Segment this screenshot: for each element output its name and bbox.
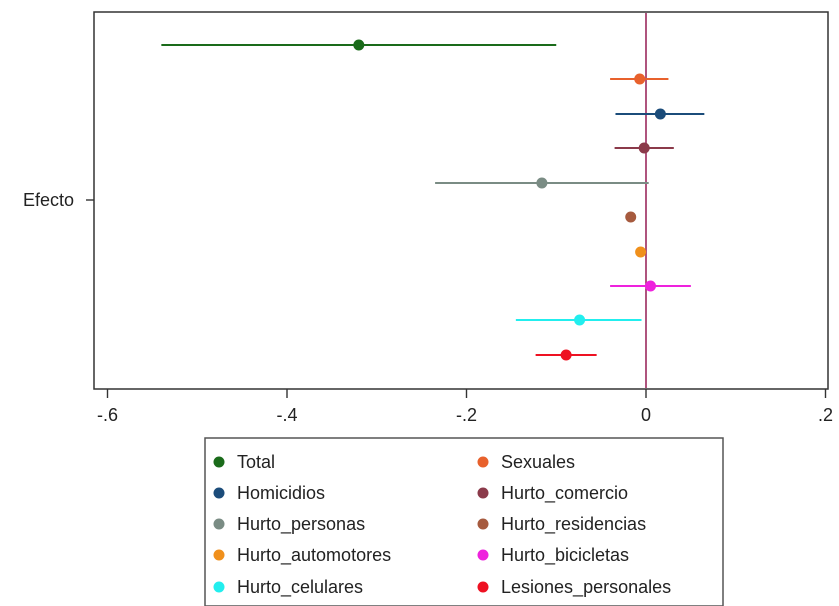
legend-label-hurto-bicicletas: Hurto_bicicletas	[501, 545, 629, 566]
legend-marker-hurto-bicicletas	[477, 549, 489, 561]
legend-label-hurto-comercio: Hurto_comercio	[501, 483, 628, 504]
point-hurto-residencias	[625, 211, 637, 223]
point-homicidios	[654, 108, 666, 120]
legend-marker-hurto-personas	[213, 518, 225, 530]
x-tick-label: -.2	[456, 405, 477, 425]
point-hurto-bicicletas	[644, 280, 656, 292]
y-category-label: Efecto	[23, 190, 74, 210]
legend-label-total: Total	[237, 452, 275, 472]
legend-label-lesiones-personales: Lesiones_personales	[501, 577, 671, 598]
x-tick-label: .2	[818, 405, 833, 425]
legend-label-hurto-residencias: Hurto_residencias	[501, 514, 646, 535]
legend-label-hurto-automotores: Hurto_automotores	[237, 545, 391, 566]
plot-frame	[93, 11, 829, 390]
legend-marker-hurto-automotores	[213, 549, 225, 561]
point-hurto-celulares	[574, 314, 586, 326]
legend-box	[204, 437, 724, 606]
point-hurto-automotores	[635, 246, 647, 258]
legend-marker-hurto-residencias	[477, 518, 489, 530]
point-hurto-comercio	[638, 142, 650, 154]
legend-marker-lesiones-personales	[477, 581, 489, 593]
legend-label-homicidios: Homicidios	[237, 483, 325, 503]
point-hurto-personas	[536, 177, 548, 189]
point-sexuales	[634, 73, 646, 85]
x-tick-label: 0	[641, 405, 651, 425]
legend-label-sexuales: Sexuales	[501, 452, 575, 472]
point-lesiones-personales	[560, 349, 572, 361]
legend-label-hurto-personas: Hurto_personas	[237, 514, 365, 535]
legend-marker-sexuales	[477, 456, 489, 468]
legend-marker-total	[213, 456, 225, 468]
legend-marker-hurto-celulares	[213, 581, 225, 593]
legend-label-hurto-celulares: Hurto_celulares	[237, 577, 363, 598]
point-total	[353, 39, 365, 51]
legend-marker-homicidios	[213, 487, 225, 499]
legend-marker-hurto-comercio	[477, 487, 489, 499]
x-tick-label: -.6	[97, 405, 118, 425]
x-tick-label: -.4	[276, 405, 297, 425]
